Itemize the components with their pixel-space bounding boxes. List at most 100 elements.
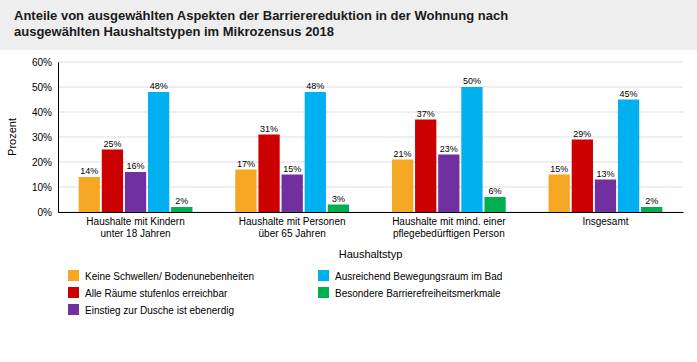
legend-label: Besondere Barrierefreiheitsmerkmale: [335, 288, 501, 299]
x-tick-label: Haushalte mit Personenüber 65 Jahren: [239, 216, 346, 239]
bar: [595, 180, 616, 213]
data-label: 6%: [489, 186, 502, 196]
data-label: 37%: [417, 109, 435, 119]
legend-swatch: [68, 287, 79, 298]
grid: [58, 62, 683, 212]
bar: [282, 175, 303, 213]
y-tick: 30%: [32, 132, 58, 143]
legend-item: Ausreichend Bewegungsraum im Bad: [318, 270, 502, 282]
data-label: 21%: [394, 149, 412, 159]
x-tick-label-line: unter 18 Jahren: [101, 228, 171, 239]
bar: [148, 92, 169, 212]
y-axis-line: [58, 63, 59, 213]
data-label: 25%: [103, 139, 121, 149]
data-label: 31%: [260, 124, 278, 134]
bar: [258, 135, 279, 213]
legend-label: Keine Schwellen/ Bodenunebenheiten: [85, 271, 254, 282]
x-axis: Haushalte mit Kindernunter 18 Jahren Haus…: [59, 213, 684, 239]
legend-item: Einstieg zur Dusche ist ebenerdig: [68, 304, 234, 316]
legend-item: Besondere Barrierefreiheitsmerkmale: [318, 287, 501, 299]
legend-label: Einstieg zur Dusche ist ebenerdig: [85, 305, 234, 316]
x-tick-label-line: über 65 Jahren: [259, 228, 326, 239]
x-tick-label-line: Haushalte mit Personen: [239, 216, 346, 227]
y-tick-label: 20%: [32, 157, 52, 168]
data-label: 48%: [150, 81, 168, 91]
x-tick: Haushalte mit Kindernunter 18 Jahren: [86, 216, 184, 239]
y-tick: 40%: [32, 107, 58, 118]
bar: [549, 175, 570, 213]
x-tick-label-line: Haushalte mit mind. einer: [392, 216, 506, 227]
bar: [461, 87, 482, 212]
y-tick-label: 30%: [32, 132, 52, 143]
y-tick: 20%: [32, 157, 58, 168]
y-tick-label: 0%: [38, 207, 53, 218]
data-label: 17%: [237, 159, 255, 169]
grid-line: [58, 62, 683, 63]
x-tick-label: Haushalte mit Kindernunter 18 Jahren: [86, 216, 184, 239]
data-label: 14%: [80, 166, 98, 176]
bar: [392, 160, 413, 213]
bar: [438, 155, 459, 213]
x-tick-label-line: pflegebedürftigen Person: [393, 228, 505, 239]
legend-item: Alle Räume stufenlos erreichbar: [68, 287, 228, 299]
bar-series: [125, 155, 616, 213]
y-tick-label: 10%: [32, 182, 52, 193]
bar: [125, 172, 146, 212]
bar: [328, 205, 349, 213]
x-tick: Haushalte mit mind. einerpflegebedürftig…: [392, 216, 506, 239]
data-label: 15%: [283, 164, 301, 174]
y-tick-label: 50%: [32, 82, 52, 93]
legend-item: Keine Schwellen/ Bodenunebenheiten: [68, 270, 254, 282]
data-label: 29%: [573, 129, 591, 139]
title-line: ausgewählten Haushaltstypen im Mikrozens…: [14, 24, 334, 39]
y-tick-label: 40%: [32, 107, 52, 118]
y-tick: 10%: [32, 182, 58, 193]
title: Anteile von ausgewählten Aspekten der Ba…: [14, 8, 508, 39]
bar-series: [171, 197, 662, 212]
data-label: 2%: [645, 196, 658, 206]
bar: [618, 100, 639, 213]
x-tick: Haushalte mit Personenüber 65 Jahren: [239, 216, 346, 239]
x-axis-line: [59, 212, 684, 213]
legend-swatch: [68, 304, 79, 315]
bar-series: [102, 120, 593, 213]
legend: Keine Schwellen/ Bodenunebenheiten Alle R…: [68, 270, 502, 316]
legend-label: Ausreichend Bewegungsraum im Bad: [335, 271, 502, 282]
data-label: 3%: [332, 194, 345, 204]
legend-swatch: [318, 270, 329, 281]
data-label: 16%: [127, 161, 145, 171]
bars: [79, 87, 663, 212]
data-label: 48%: [306, 81, 324, 91]
y-axis: 0% 10% 20% 30% 40% 50% 60%: [32, 57, 59, 218]
bar: [235, 170, 256, 213]
data-label: 15%: [550, 164, 568, 174]
bar: [484, 197, 505, 212]
bar-series: [148, 87, 639, 212]
legend-label: Alle Räume stufenlos erreichbar: [85, 288, 228, 299]
data-label: 50%: [463, 76, 481, 86]
y-tick: 50%: [32, 82, 58, 93]
bar: [415, 120, 436, 213]
x-axis-title: Haushaltstyp: [339, 248, 403, 260]
x-tick-label: Insgesamt: [582, 216, 628, 227]
y-tick-label: 60%: [32, 57, 52, 68]
legend-swatch: [68, 270, 79, 281]
bar: [171, 207, 192, 212]
data-label: 45%: [620, 89, 638, 99]
bar: [572, 140, 593, 213]
data-label: 2%: [175, 196, 188, 206]
bar: [79, 177, 100, 212]
chart: Anteile von ausgewählten Aspekten der Ba…: [0, 0, 697, 362]
bar: [641, 207, 662, 212]
title-line: Anteile von ausgewählten Aspekten der Ba…: [14, 8, 508, 23]
data-labels: 14% 17% 21% 15% 25% 31% 37% 29% 16% 15% 23% 13% 48% 4…: [80, 76, 658, 206]
x-tick-label: Haushalte mit mind. einerpflegebedürftig…: [392, 216, 506, 239]
y-tick: 0%: [38, 207, 58, 218]
x-tick-label-line: Insgesamt: [582, 216, 628, 227]
x-tick: Insgesamt: [582, 216, 628, 227]
y-tick: 60%: [32, 57, 58, 68]
header-band: [0, 0, 697, 50]
data-label: 13%: [596, 169, 614, 179]
data-label: 23%: [440, 144, 458, 154]
legend-swatch: [318, 287, 329, 298]
